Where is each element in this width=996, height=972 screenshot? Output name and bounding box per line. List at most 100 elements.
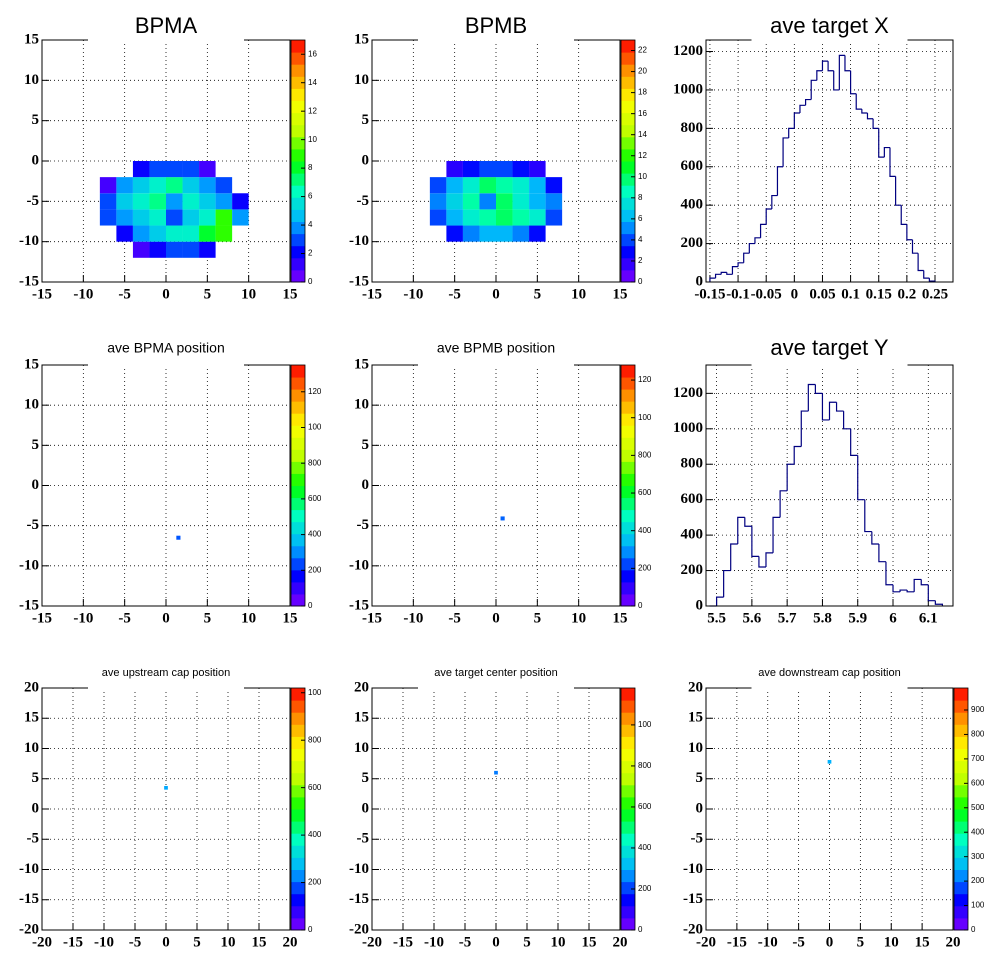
colorbar-band [621, 796, 635, 810]
colorbar-frame [290, 364, 306, 607]
bin [99, 193, 117, 210]
histogram-bin [866, 112, 874, 120]
y-tick-label: -10 [19, 861, 39, 877]
bin [166, 209, 183, 226]
bin [116, 209, 133, 226]
histogram-bin [821, 393, 830, 421]
x-tick-label: -5 [129, 934, 142, 950]
histogram-bin [828, 401, 837, 420]
histogram-bin [731, 266, 739, 275]
z-tick-label: 120 [638, 375, 652, 384]
colorbar-band [291, 100, 305, 114]
x-tick-label: 10 [571, 286, 586, 302]
colorbar-band [291, 269, 305, 283]
bin [512, 193, 530, 210]
z-tick-label: 10 [308, 135, 317, 144]
colorbar-band [621, 88, 635, 101]
bin [164, 786, 168, 790]
colorbar-band [954, 784, 968, 798]
z-tick-label: 22 [638, 46, 647, 55]
bin [512, 161, 530, 178]
bin [232, 193, 249, 210]
colorbar-band [291, 700, 305, 713]
bin [149, 225, 166, 242]
bin [232, 209, 249, 226]
bin [462, 209, 480, 226]
x-tick-label: -15 [362, 610, 382, 626]
colorbar-band [954, 821, 968, 834]
bin [215, 177, 233, 194]
x-tick-label: -15 [32, 610, 52, 626]
x-tick-label: 5 [204, 286, 212, 302]
histogram-bin [714, 273, 722, 279]
x-tick-label: 0 [492, 286, 500, 302]
colorbar-band [621, 100, 635, 114]
bin [149, 209, 166, 226]
colorbar-band [291, 473, 305, 486]
histogram-bin [923, 270, 930, 279]
title-box [88, 16, 244, 41]
x-tick-label: 5.5 [707, 610, 726, 626]
bin [479, 225, 496, 242]
x-tick-label: -15 [393, 934, 413, 950]
histogram-bin [709, 277, 716, 282]
histogram-bin [911, 239, 919, 254]
colorbar-band [291, 161, 305, 174]
y-tick-label: 15 [24, 710, 39, 726]
colorbar-band [621, 485, 635, 499]
z-tick-label: 200 [971, 876, 985, 885]
histogram-bin [878, 128, 885, 158]
z-tick-label: 600 [638, 802, 652, 811]
colorbar-band [291, 76, 305, 89]
x-tick-label: 15 [283, 286, 298, 302]
bin [512, 177, 530, 194]
x-tick-label: -5 [448, 610, 461, 626]
colorbar-band [621, 593, 635, 607]
x-tick-label: 5 [534, 286, 542, 302]
colorbar-frame [620, 39, 636, 283]
colorbar-band [291, 233, 305, 247]
colorbar-band [291, 245, 305, 259]
colorbar-band [621, 772, 635, 786]
bin [496, 209, 513, 226]
histogram-bin [800, 410, 809, 447]
histogram-bin [715, 596, 724, 606]
colorbar-band [291, 760, 305, 774]
histogram-bin [799, 104, 806, 113]
z-tick-label: 200 [638, 563, 652, 572]
z-tick-label: 800 [308, 735, 322, 744]
y-tick-label: 1200 [673, 385, 703, 401]
x-tick-label: 5 [193, 934, 201, 950]
histogram-bin [844, 55, 851, 72]
histogram-bin [754, 237, 761, 244]
x-tick-label: 15 [613, 286, 628, 302]
colorbar-band [621, 533, 635, 547]
z-tick-label: 400 [971, 827, 985, 836]
histogram-bin [810, 79, 817, 100]
colorbar-band [621, 845, 635, 858]
colorbar-band [621, 869, 635, 883]
x-tick-label: -0.05 [751, 286, 782, 302]
histogram-bin [864, 499, 872, 533]
z-tick-label: 800 [971, 730, 985, 739]
colorbar-band [621, 449, 635, 462]
histogram-bin [737, 262, 744, 267]
z-tick-label: 100 [308, 688, 322, 697]
colorbar-band [621, 821, 635, 834]
x-tick-label: -10 [94, 934, 114, 950]
colorbar-band [291, 148, 305, 162]
z-tick-label: 0 [308, 925, 313, 934]
y-tick-label: 0 [696, 597, 704, 613]
y-tick-label: 20 [24, 679, 39, 695]
y-tick-label: 800 [681, 120, 704, 136]
bin [166, 193, 183, 210]
y-tick-label: 5 [32, 770, 40, 786]
y-tick-label: -15 [349, 273, 369, 289]
histogram-bin [793, 112, 800, 129]
colorbar-band [621, 221, 635, 235]
bin [446, 193, 463, 210]
z-tick-label: 2 [638, 256, 643, 265]
colorbar-band [291, 833, 305, 846]
histogram-bin [843, 411, 851, 430]
x-tick-label: -20 [32, 934, 52, 950]
